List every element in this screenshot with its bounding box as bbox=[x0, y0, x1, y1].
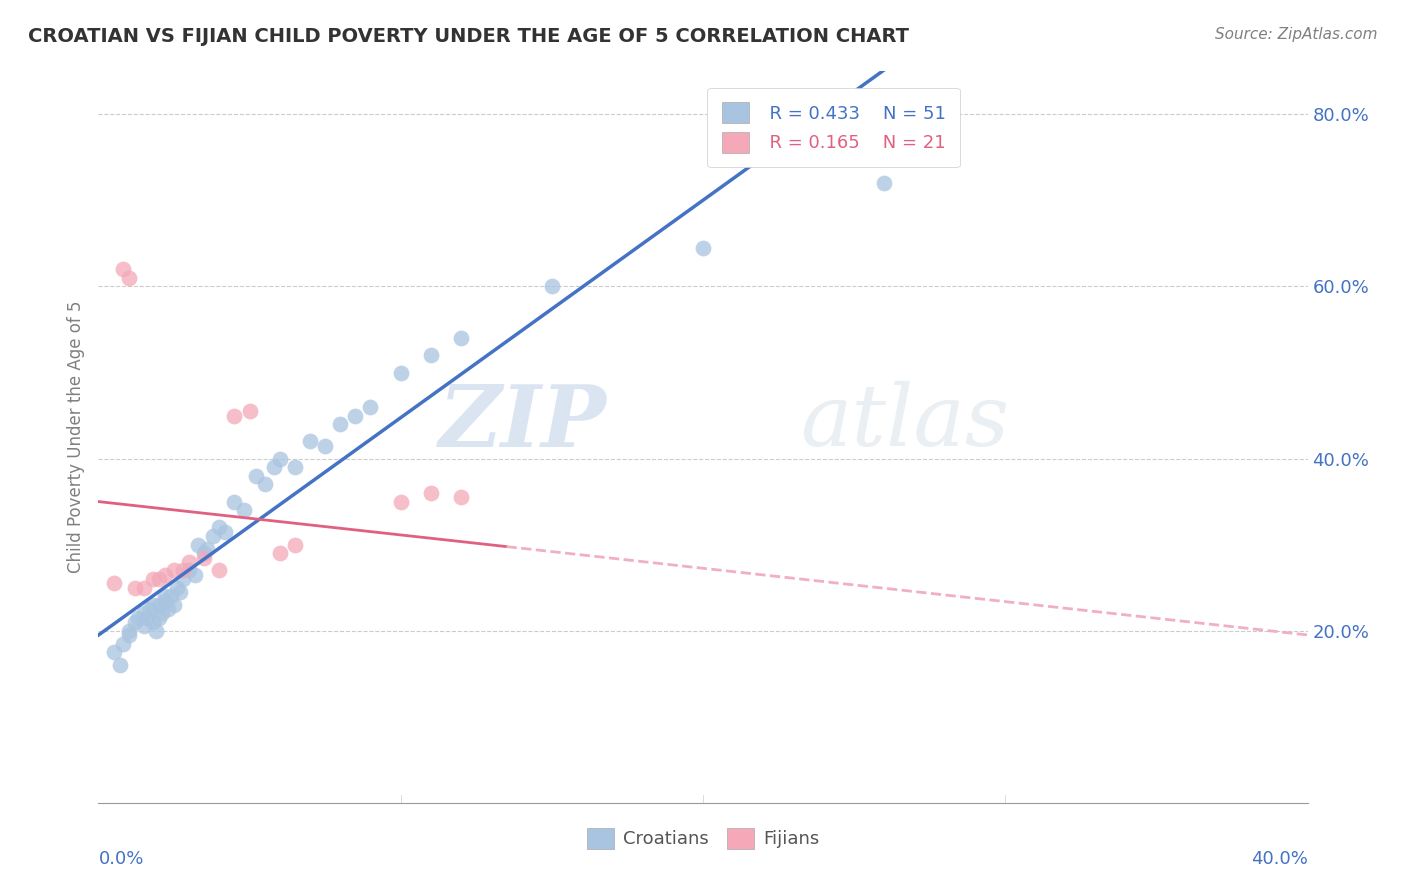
Point bbox=[135, 611, 157, 625]
Point bbox=[284, 460, 307, 475]
Point bbox=[195, 541, 218, 556]
Point bbox=[118, 628, 141, 642]
Point bbox=[253, 477, 276, 491]
Point bbox=[299, 434, 322, 449]
Point bbox=[153, 567, 176, 582]
Point bbox=[166, 581, 188, 595]
Point bbox=[284, 538, 307, 552]
Text: 40.0%: 40.0% bbox=[1251, 850, 1308, 868]
Point bbox=[224, 409, 246, 423]
Point bbox=[150, 607, 173, 621]
Point bbox=[224, 494, 246, 508]
Point bbox=[179, 555, 201, 569]
Point bbox=[145, 624, 167, 638]
Point bbox=[160, 589, 183, 603]
Point bbox=[172, 564, 194, 578]
Point bbox=[163, 564, 186, 578]
Point bbox=[202, 529, 225, 543]
Point bbox=[153, 589, 176, 603]
Point bbox=[314, 439, 336, 453]
Point bbox=[132, 581, 155, 595]
Point bbox=[124, 615, 146, 629]
Point bbox=[193, 546, 215, 560]
Point bbox=[389, 494, 412, 508]
Point bbox=[156, 602, 179, 616]
Legend: Croatians, Fijians: Croatians, Fijians bbox=[572, 814, 834, 863]
Point bbox=[127, 611, 149, 625]
Text: Source: ZipAtlas.com: Source: ZipAtlas.com bbox=[1215, 27, 1378, 42]
Text: ZIP: ZIP bbox=[439, 381, 606, 464]
Point bbox=[344, 409, 367, 423]
Text: 0.0%: 0.0% bbox=[98, 850, 143, 868]
Point bbox=[142, 598, 165, 612]
Point bbox=[187, 538, 209, 552]
Point bbox=[148, 598, 170, 612]
Y-axis label: Child Poverty Under the Age of 5: Child Poverty Under the Age of 5 bbox=[66, 301, 84, 574]
Point bbox=[214, 524, 236, 539]
Point bbox=[139, 602, 162, 616]
Point bbox=[163, 598, 186, 612]
Point bbox=[232, 503, 254, 517]
Point bbox=[103, 645, 125, 659]
Point bbox=[111, 637, 134, 651]
Point bbox=[179, 564, 201, 578]
Point bbox=[132, 619, 155, 633]
Point bbox=[239, 404, 262, 418]
Point bbox=[142, 615, 165, 629]
Point bbox=[153, 593, 176, 607]
Point bbox=[118, 624, 141, 638]
Text: atlas: atlas bbox=[800, 381, 1010, 464]
Point bbox=[118, 271, 141, 285]
Point bbox=[692, 241, 714, 255]
Point bbox=[263, 460, 285, 475]
Point bbox=[193, 550, 215, 565]
Point bbox=[111, 262, 134, 277]
Point bbox=[169, 585, 191, 599]
Point bbox=[540, 279, 562, 293]
Point bbox=[420, 348, 443, 362]
Point bbox=[329, 417, 352, 432]
Point bbox=[184, 567, 207, 582]
Point bbox=[420, 486, 443, 500]
Point bbox=[108, 658, 131, 673]
Point bbox=[148, 572, 170, 586]
Text: CROATIAN VS FIJIAN CHILD POVERTY UNDER THE AGE OF 5 CORRELATION CHART: CROATIAN VS FIJIAN CHILD POVERTY UNDER T… bbox=[28, 27, 910, 45]
Point bbox=[269, 451, 291, 466]
Point bbox=[450, 331, 472, 345]
Point bbox=[450, 491, 472, 505]
Point bbox=[245, 468, 267, 483]
Point bbox=[103, 576, 125, 591]
Point bbox=[208, 520, 231, 534]
Point bbox=[269, 546, 291, 560]
Point bbox=[208, 564, 231, 578]
Point bbox=[132, 607, 155, 621]
Point bbox=[148, 611, 170, 625]
Point bbox=[142, 572, 165, 586]
Point bbox=[360, 400, 382, 414]
Point bbox=[389, 366, 412, 380]
Point bbox=[873, 176, 896, 190]
Point bbox=[172, 572, 194, 586]
Point bbox=[124, 581, 146, 595]
